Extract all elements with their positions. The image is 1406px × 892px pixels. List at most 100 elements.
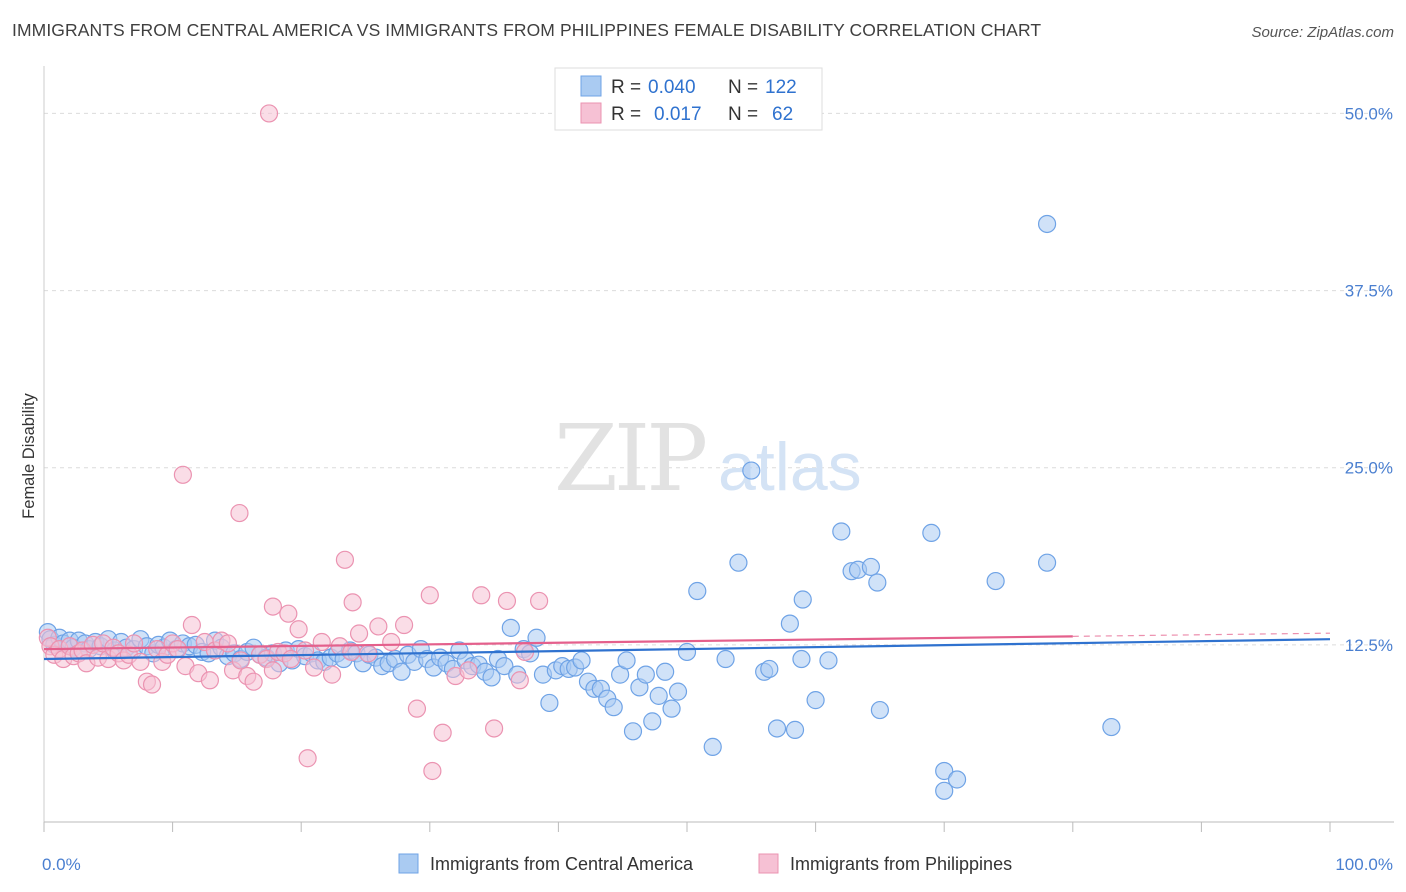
grid-lines xyxy=(44,112,1394,646)
stats-legend: R = 0.040 N = 122 R = 0.017 N = 62 xyxy=(554,67,823,131)
data-point xyxy=(322,665,342,684)
watermark: ZIP atlas xyxy=(554,405,862,512)
data-point xyxy=(298,749,317,768)
data-point xyxy=(392,662,411,681)
data-point xyxy=(986,571,1005,591)
y-tick-label: 12.5% xyxy=(1345,636,1393,655)
data-point xyxy=(472,586,491,605)
trend-line-central-america xyxy=(43,638,1331,661)
bottom-legend: Immigrants from Central America Immigran… xyxy=(398,853,1012,874)
x-tick-label: 0.0% xyxy=(42,855,81,874)
stats-n-value: 122 xyxy=(765,77,797,98)
data-point xyxy=(716,649,735,669)
data-point xyxy=(369,617,388,636)
data-point xyxy=(485,719,504,738)
data-point xyxy=(780,614,799,633)
series-philippines-points xyxy=(38,104,549,781)
data-point xyxy=(304,658,324,677)
data-point xyxy=(703,737,722,756)
data-point xyxy=(349,624,369,643)
stats-swatch-central-america xyxy=(580,75,602,97)
data-point xyxy=(861,557,880,577)
data-point xyxy=(394,615,414,635)
data-point xyxy=(142,675,162,694)
stats-r-label: R = xyxy=(611,77,641,98)
stats-r-value: 0.040 xyxy=(648,77,696,98)
watermark-zip: ZIP xyxy=(554,405,705,512)
data-point xyxy=(168,640,187,659)
y-tick-label: 50.0% xyxy=(1345,104,1393,123)
data-point xyxy=(459,661,478,680)
data-point xyxy=(819,651,838,670)
data-point xyxy=(636,665,655,684)
data-point xyxy=(343,593,362,612)
data-point xyxy=(497,591,517,611)
data-point xyxy=(1037,553,1057,572)
source-credit: Source: ZipAtlas.com xyxy=(1251,24,1394,41)
data-point xyxy=(407,699,427,718)
data-point xyxy=(244,672,263,691)
data-point xyxy=(218,634,237,653)
data-point xyxy=(935,781,954,800)
data-point xyxy=(662,699,681,718)
legend-label-philippines: Immigrants from Philippines xyxy=(790,854,1012,874)
data-point xyxy=(433,723,452,742)
data-point xyxy=(688,581,707,601)
watermark-atlas: atlas xyxy=(718,429,862,505)
data-point xyxy=(656,662,675,681)
data-point xyxy=(1037,214,1057,234)
data-point xyxy=(868,573,887,592)
data-point xyxy=(604,698,623,717)
y-tick-label: 25.0% xyxy=(1345,459,1393,478)
chart-title: IMMIGRANTS FROM CENTRAL AMERICA VS IMMIG… xyxy=(12,20,1042,40)
data-point xyxy=(182,615,201,635)
data-point xyxy=(832,522,851,541)
data-point xyxy=(760,659,779,679)
data-point xyxy=(572,651,591,670)
data-point xyxy=(312,632,331,652)
data-point xyxy=(423,761,442,781)
data-point xyxy=(793,590,812,609)
data-point xyxy=(530,591,549,611)
stats-r-value: 0.017 xyxy=(654,104,702,125)
data-point xyxy=(510,671,529,690)
data-point xyxy=(382,632,401,652)
axes xyxy=(43,66,1394,832)
data-point xyxy=(677,642,697,662)
data-point xyxy=(295,641,315,660)
data-point xyxy=(259,104,279,123)
stats-n-value: 62 xyxy=(772,104,793,125)
data-point xyxy=(806,691,825,710)
data-point xyxy=(231,651,250,670)
data-point xyxy=(501,618,520,637)
data-point xyxy=(870,700,890,720)
stats-n-label: N = xyxy=(728,77,758,98)
data-point xyxy=(200,671,219,690)
data-point xyxy=(668,682,688,701)
data-point xyxy=(935,761,954,781)
data-point xyxy=(649,686,668,705)
trend-line-extension xyxy=(1072,632,1331,637)
x-tick-label: 100.0% xyxy=(1335,855,1393,874)
stats-n-label: N = xyxy=(728,104,758,125)
data-point xyxy=(131,652,150,671)
x-tick-labels: 0.0% 100.0% xyxy=(42,855,1393,874)
data-point xyxy=(1102,717,1121,737)
data-point xyxy=(279,604,298,623)
data-point xyxy=(335,550,355,569)
data-point xyxy=(289,620,308,639)
y-axis-label: Female Disability xyxy=(20,392,38,518)
y-tick-label: 37.5% xyxy=(1345,282,1393,301)
data-point xyxy=(792,649,811,669)
data-point xyxy=(173,465,192,484)
data-point xyxy=(617,651,636,670)
data-point xyxy=(947,770,967,789)
data-point xyxy=(230,503,249,523)
stats-swatch-philippines xyxy=(580,102,602,124)
legend-swatch-central-america xyxy=(398,853,419,874)
legend-swatch-philippines xyxy=(758,853,779,874)
data-point xyxy=(623,722,643,741)
data-point xyxy=(785,720,805,739)
trend-lines xyxy=(43,632,1331,661)
y-tick-labels: 12.5% 25.0% 37.5% 50.0% xyxy=(1345,104,1393,654)
